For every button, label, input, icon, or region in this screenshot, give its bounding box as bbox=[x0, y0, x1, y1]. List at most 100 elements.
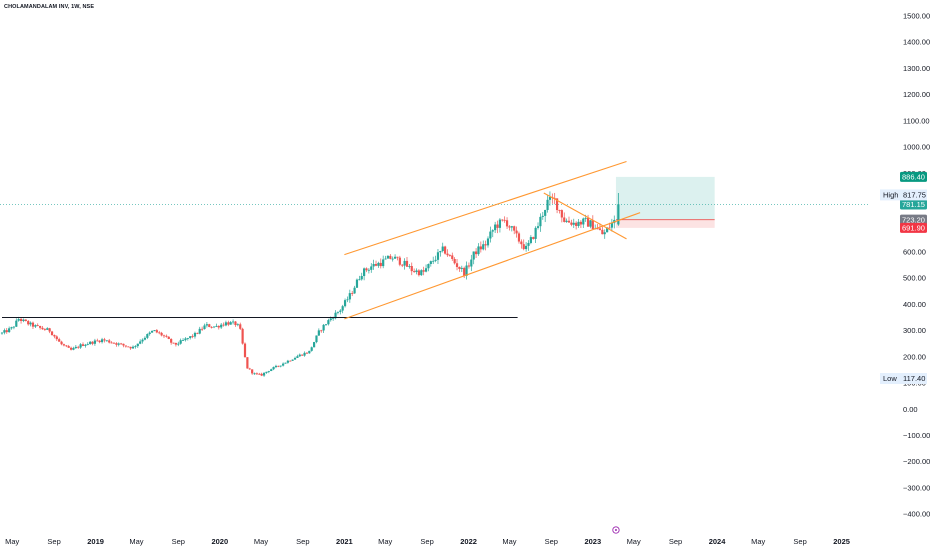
candle-up[interactable] bbox=[489, 231, 492, 239]
candle-down[interactable] bbox=[410, 266, 413, 272]
candle-up[interactable] bbox=[403, 260, 406, 266]
candle-up[interactable] bbox=[193, 332, 197, 337]
candle-up[interactable] bbox=[253, 373, 256, 375]
candle-up[interactable] bbox=[286, 360, 289, 363]
candle-up[interactable] bbox=[296, 356, 299, 358]
candle-up[interactable] bbox=[439, 250, 442, 253]
candle-up[interactable] bbox=[582, 218, 585, 225]
candle-up[interactable] bbox=[360, 276, 363, 280]
candle-up[interactable] bbox=[215, 325, 218, 327]
candle-down[interactable] bbox=[596, 228, 599, 230]
candle-up[interactable] bbox=[572, 222, 575, 225]
candle-up[interactable] bbox=[205, 324, 208, 326]
candle-down[interactable] bbox=[448, 255, 451, 256]
candle-up[interactable] bbox=[324, 324, 328, 326]
candle-down[interactable] bbox=[405, 260, 409, 267]
candle-up[interactable] bbox=[284, 362, 287, 364]
candle-up[interactable] bbox=[153, 330, 156, 331]
candle-up[interactable] bbox=[534, 227, 537, 239]
candle-down[interactable] bbox=[567, 220, 571, 223]
candle-down[interactable] bbox=[496, 224, 499, 228]
candle-down[interactable] bbox=[50, 331, 54, 336]
candle-up[interactable] bbox=[606, 227, 609, 233]
target-zone[interactable] bbox=[615, 176, 715, 220]
candle-up[interactable] bbox=[291, 359, 294, 361]
candle-up[interactable] bbox=[584, 217, 587, 219]
candle-up[interactable] bbox=[377, 262, 380, 266]
candle-down[interactable] bbox=[165, 335, 168, 337]
candle-up[interactable] bbox=[346, 299, 349, 301]
candle-up[interactable] bbox=[0, 332, 4, 334]
candle-down[interactable] bbox=[505, 220, 509, 227]
candle-down[interactable] bbox=[91, 341, 94, 344]
candle-down[interactable] bbox=[513, 226, 516, 231]
candle-up[interactable] bbox=[548, 196, 552, 200]
candle-down[interactable] bbox=[451, 255, 454, 259]
candle-down[interactable] bbox=[129, 346, 132, 349]
candle-up[interactable] bbox=[494, 224, 497, 231]
candle-up[interactable] bbox=[117, 343, 120, 345]
candle-down[interactable] bbox=[570, 222, 573, 225]
candle-down[interactable] bbox=[305, 352, 309, 354]
candle-up[interactable] bbox=[415, 270, 418, 273]
candle-down[interactable] bbox=[422, 270, 425, 272]
channel-lower-line[interactable] bbox=[344, 212, 641, 320]
candle-down[interactable] bbox=[62, 344, 66, 346]
candle-up[interactable] bbox=[189, 336, 192, 339]
candle-down[interactable] bbox=[69, 347, 73, 350]
candle-down[interactable] bbox=[320, 330, 323, 332]
candle-down[interactable] bbox=[170, 339, 173, 343]
candle-down[interactable] bbox=[234, 321, 237, 326]
candle-down[interactable] bbox=[379, 262, 382, 267]
candle-down[interactable] bbox=[115, 343, 118, 345]
candle-up[interactable] bbox=[89, 341, 92, 345]
candle-up[interactable] bbox=[146, 334, 149, 338]
candle-up[interactable] bbox=[272, 367, 275, 370]
candle-up[interactable] bbox=[472, 251, 475, 260]
candle-up[interactable] bbox=[22, 319, 25, 321]
candle-up[interactable] bbox=[212, 326, 216, 328]
candle-down[interactable] bbox=[243, 343, 247, 358]
candle-down[interactable] bbox=[508, 226, 511, 228]
candle-up[interactable] bbox=[536, 226, 540, 228]
candle-up[interactable] bbox=[3, 330, 6, 333]
candle-up[interactable] bbox=[434, 259, 437, 261]
candle-down[interactable] bbox=[601, 229, 604, 235]
candle-down[interactable] bbox=[301, 354, 304, 356]
candle-up[interactable] bbox=[17, 318, 20, 321]
candle-up[interactable] bbox=[298, 354, 301, 357]
candle-up[interactable] bbox=[465, 265, 468, 276]
candle-down[interactable] bbox=[396, 256, 399, 258]
candle-up[interactable] bbox=[424, 268, 428, 272]
candle-down[interactable] bbox=[120, 343, 123, 345]
stop-zone[interactable] bbox=[615, 219, 715, 228]
candle-down[interactable] bbox=[65, 345, 68, 347]
candle-down[interactable] bbox=[227, 322, 230, 325]
candle-up[interactable] bbox=[329, 318, 332, 321]
candle-up[interactable] bbox=[441, 246, 444, 251]
candle-down[interactable] bbox=[191, 336, 194, 337]
channel-upper-line[interactable] bbox=[344, 160, 627, 256]
candle-down[interactable] bbox=[43, 329, 46, 330]
candle-up[interactable] bbox=[46, 328, 49, 330]
candle-up[interactable] bbox=[544, 209, 547, 216]
candle-up[interactable] bbox=[150, 330, 154, 333]
candle-up[interactable] bbox=[510, 226, 513, 228]
candle-up[interactable] bbox=[343, 300, 347, 307]
candle-up[interactable] bbox=[317, 330, 320, 336]
candle-up[interactable] bbox=[134, 346, 137, 347]
candle-down[interactable] bbox=[579, 221, 583, 225]
candle-down[interactable] bbox=[598, 228, 602, 230]
candle-down[interactable] bbox=[501, 219, 504, 221]
candle-up[interactable] bbox=[184, 338, 187, 341]
candle-up[interactable] bbox=[15, 320, 18, 327]
candle-up[interactable] bbox=[603, 232, 606, 235]
candle-up[interactable] bbox=[105, 340, 108, 342]
candle-down[interactable] bbox=[608, 227, 611, 229]
candle-up[interactable] bbox=[546, 199, 549, 210]
candle-down[interactable] bbox=[474, 251, 478, 255]
candle-up[interactable] bbox=[143, 337, 147, 340]
candle-up[interactable] bbox=[293, 357, 297, 360]
candle-down[interactable] bbox=[5, 330, 8, 333]
candle-up[interactable] bbox=[332, 318, 335, 320]
